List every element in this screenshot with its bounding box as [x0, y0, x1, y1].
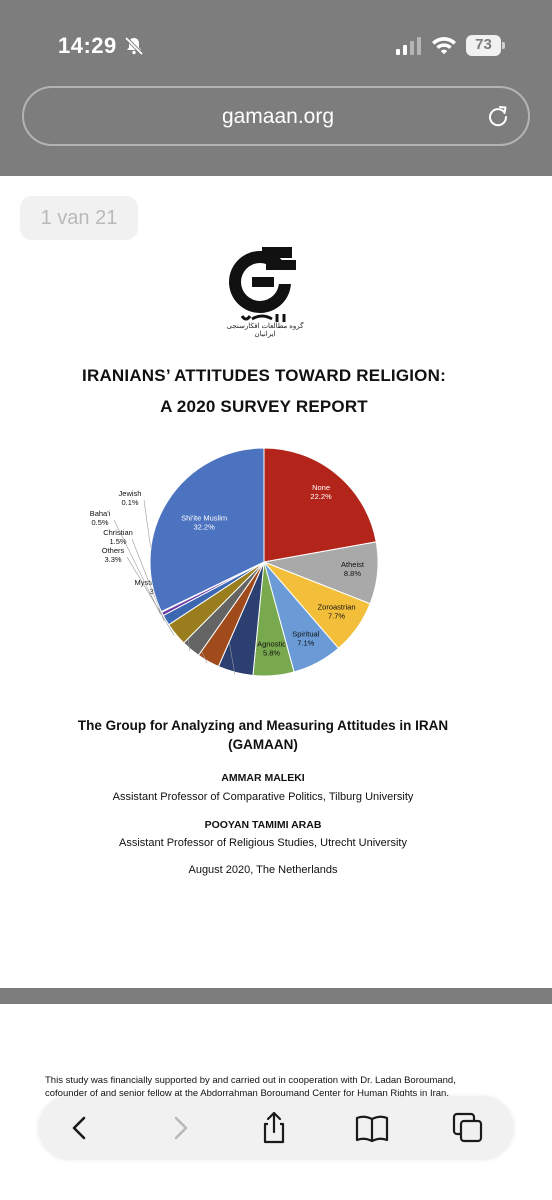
organization-line2: (GAMAAN)	[228, 737, 298, 752]
pie-slice-shi-ite-muslim	[149, 447, 265, 613]
share-icon[interactable]	[256, 1110, 292, 1146]
gamaan-logo	[229, 247, 296, 322]
pie-label: Zoroastrian	[318, 602, 356, 611]
pie-value-label: 0.5%	[91, 518, 108, 527]
pie-value-label: 22.2%	[310, 492, 332, 501]
pie-value-label: 0.1%	[121, 498, 138, 507]
pie-value-label: 1.5%	[109, 537, 126, 546]
author1-name: AMMAR MALEKI	[221, 772, 305, 784]
pie-value-label: 3.3%	[104, 555, 121, 564]
browser-toolbar	[38, 1096, 514, 1160]
page-counter: 1 van 21	[20, 196, 138, 240]
pie-label: None	[312, 483, 330, 492]
wifi-icon	[432, 37, 456, 55]
url-bar[interactable]: gamaan.org	[22, 86, 530, 146]
organization-name: The Group for Analyzing and Measuring At…	[0, 716, 526, 754]
pie-value-label: 5.8%	[263, 649, 280, 658]
pie-value-label: 32.2%	[193, 522, 215, 531]
author2-role: Assistant Professor of Religious Studies…	[119, 837, 407, 849]
pie-label: Spiritual	[292, 629, 319, 638]
pie-label: Baha'i	[90, 509, 111, 518]
silent-bell-icon	[124, 36, 144, 56]
battery-indicator: 73	[466, 35, 506, 56]
author1-role: Assistant Professor of Comparative Polit…	[112, 791, 414, 803]
report-title-line1: IRANIANS’ ATTITUDES TOWARD RELIGION:	[82, 366, 446, 385]
report-title-line2: A 2020 SURVEY REPORT	[160, 397, 368, 416]
pie-label: Atheist	[341, 560, 365, 569]
cellular-signal-icon	[396, 37, 421, 55]
status-time: 14:29	[58, 33, 117, 58]
url-text: gamaan.org	[221, 105, 335, 128]
pie-value-label: 7.1%	[297, 638, 314, 647]
leader-line	[126, 556, 175, 636]
pie-label: Shi'ite Muslim	[181, 513, 227, 522]
pie-label: Others	[102, 546, 125, 555]
pie-value-label: 7.7%	[328, 611, 345, 620]
author2-name: POOYAN TAMIMI ARAB	[204, 819, 322, 831]
pdf-page: 1 van 21 گروه مطالعات افکارسنجی ایرانیان…	[0, 176, 552, 988]
pie-slice-none	[263, 447, 377, 563]
organization-line1: The Group for Analyzing and Measuring At…	[77, 718, 449, 733]
logo-caption: گروه مطالعات افکارسنجی ایرانیان	[226, 323, 304, 338]
funding-note: This study was financially supported by …	[45, 1075, 456, 1099]
browser-chrome: 14:29 73 gamaan.org	[0, 0, 552, 176]
battery-level: 73	[475, 36, 492, 53]
page-gap	[0, 988, 552, 1004]
pie-label: Christian	[103, 528, 133, 537]
pie-value-label: 8.8%	[344, 569, 361, 578]
report-date: August 2020, The Netherlands	[188, 864, 338, 876]
reload-icon[interactable]	[486, 104, 510, 128]
pie-label: Agnostic	[257, 640, 286, 649]
bookmarks-icon[interactable]	[354, 1110, 390, 1146]
pie-label: Jewish	[119, 489, 142, 498]
tabs-icon[interactable]	[450, 1110, 486, 1146]
forward-icon[interactable]	[162, 1110, 198, 1146]
back-icon[interactable]	[62, 1110, 98, 1146]
leader-line	[113, 519, 161, 615]
